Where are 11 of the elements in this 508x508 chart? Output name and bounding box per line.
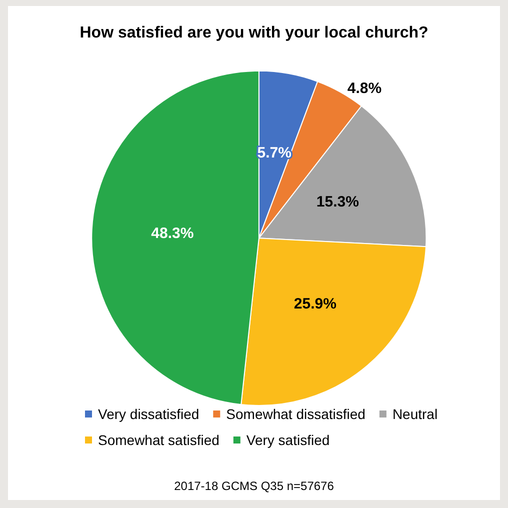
legend-label: Neutral	[392, 406, 438, 422]
data-label: 48.3%	[151, 225, 194, 242]
chart-title: How satisfied are you with your local church?	[80, 24, 428, 42]
legend-label: Very dissatisfied	[98, 406, 200, 422]
legend-label: Very satisfied	[246, 432, 330, 448]
legend-label: Somewhat satisfied	[98, 432, 220, 448]
data-label: 15.3%	[316, 194, 359, 211]
data-label: 4.8%	[347, 80, 382, 98]
data-label: 25.9%	[294, 296, 336, 313]
text: 2017-18 GCMS Q35 n=57676	[174, 479, 334, 493]
legend-label: Somewhat dissatisfied	[226, 406, 366, 422]
